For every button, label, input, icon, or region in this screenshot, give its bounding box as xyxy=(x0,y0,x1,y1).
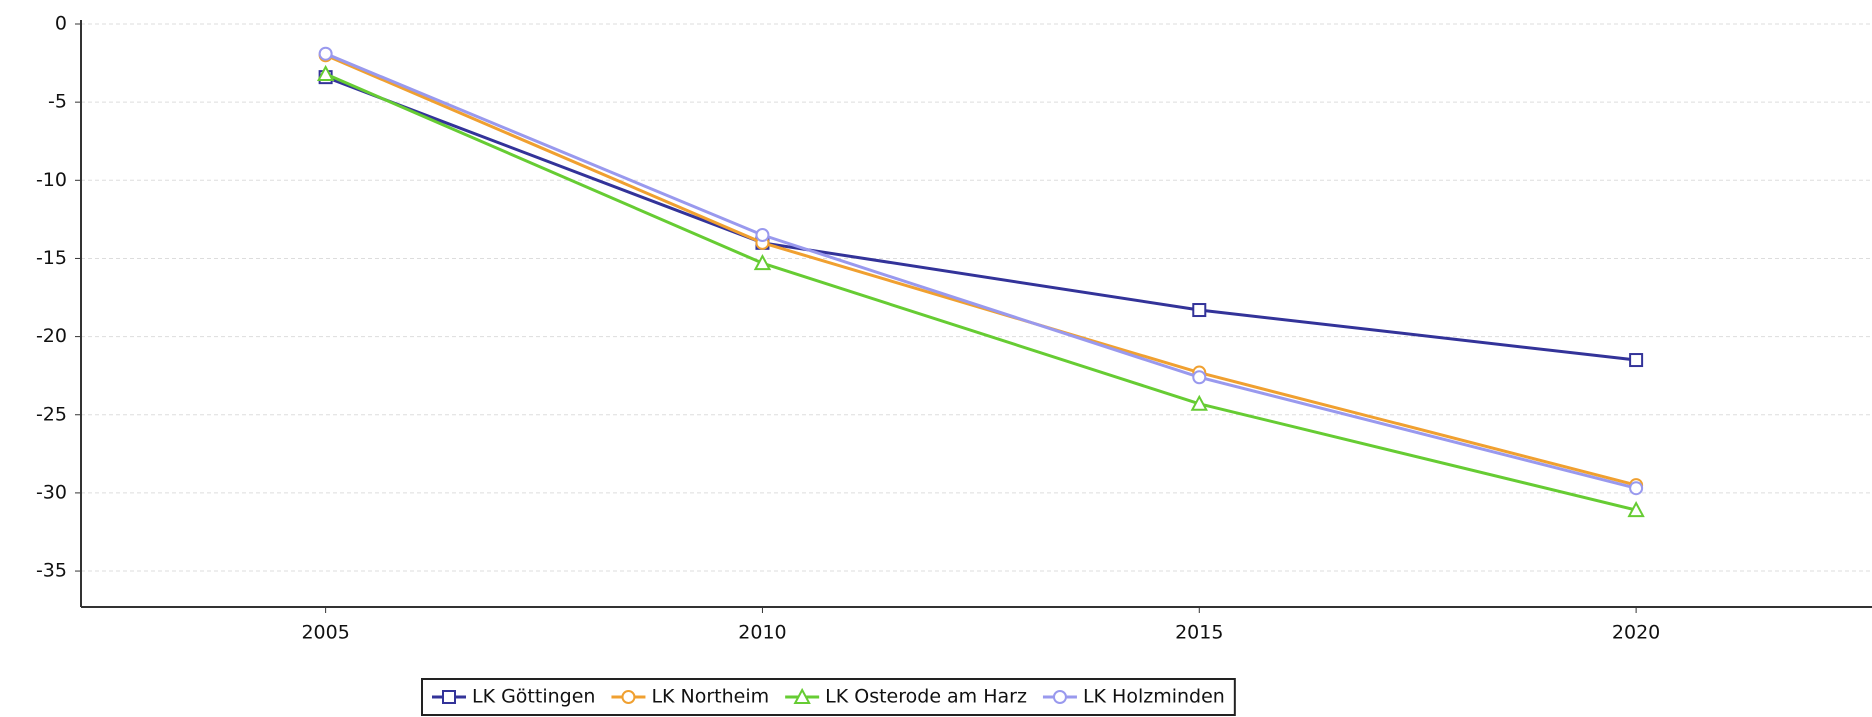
y-tick-label: -10 xyxy=(36,169,67,191)
series-line xyxy=(325,72,1637,512)
x-tick-label: 2020 xyxy=(1612,622,1660,644)
y-tick-label: -35 xyxy=(36,560,67,582)
y-tick-label: -15 xyxy=(36,247,67,269)
marker xyxy=(753,254,772,271)
legend-label: LK Northeim xyxy=(651,686,769,708)
marker xyxy=(1192,303,1207,318)
marker xyxy=(1192,370,1207,385)
series-line xyxy=(325,75,1637,362)
marker xyxy=(1627,500,1645,518)
legend-label: LK Holzminden xyxy=(1083,686,1225,708)
marker xyxy=(755,228,770,243)
y-tick-label: 0 xyxy=(55,13,67,35)
marker xyxy=(1190,394,1208,411)
marker xyxy=(621,690,636,704)
legend: LK Göttingen LK Northeim LK Osterode am Ha… xyxy=(421,678,1236,716)
x-tick-label: 2005 xyxy=(301,622,349,644)
y-tick-label: -20 xyxy=(36,325,67,347)
marker xyxy=(1629,481,1644,496)
marker xyxy=(1052,690,1067,704)
marker xyxy=(318,46,333,61)
y-tick-label: -30 xyxy=(36,481,67,503)
series-line xyxy=(325,52,1637,490)
x-tick-label: 2010 xyxy=(738,622,786,644)
series-line xyxy=(325,53,1637,487)
legend-label: LK Osterode am Harz xyxy=(825,686,1027,708)
marker xyxy=(1629,353,1644,368)
marker xyxy=(316,64,335,82)
legend-label: LK Göttingen xyxy=(472,686,595,708)
legend-box xyxy=(421,678,1236,716)
y-tick-label: -5 xyxy=(48,91,67,113)
marker xyxy=(793,687,811,704)
marker xyxy=(442,690,456,704)
x-tick-label: 2015 xyxy=(1175,622,1223,644)
y-tick-label: -25 xyxy=(36,403,67,425)
